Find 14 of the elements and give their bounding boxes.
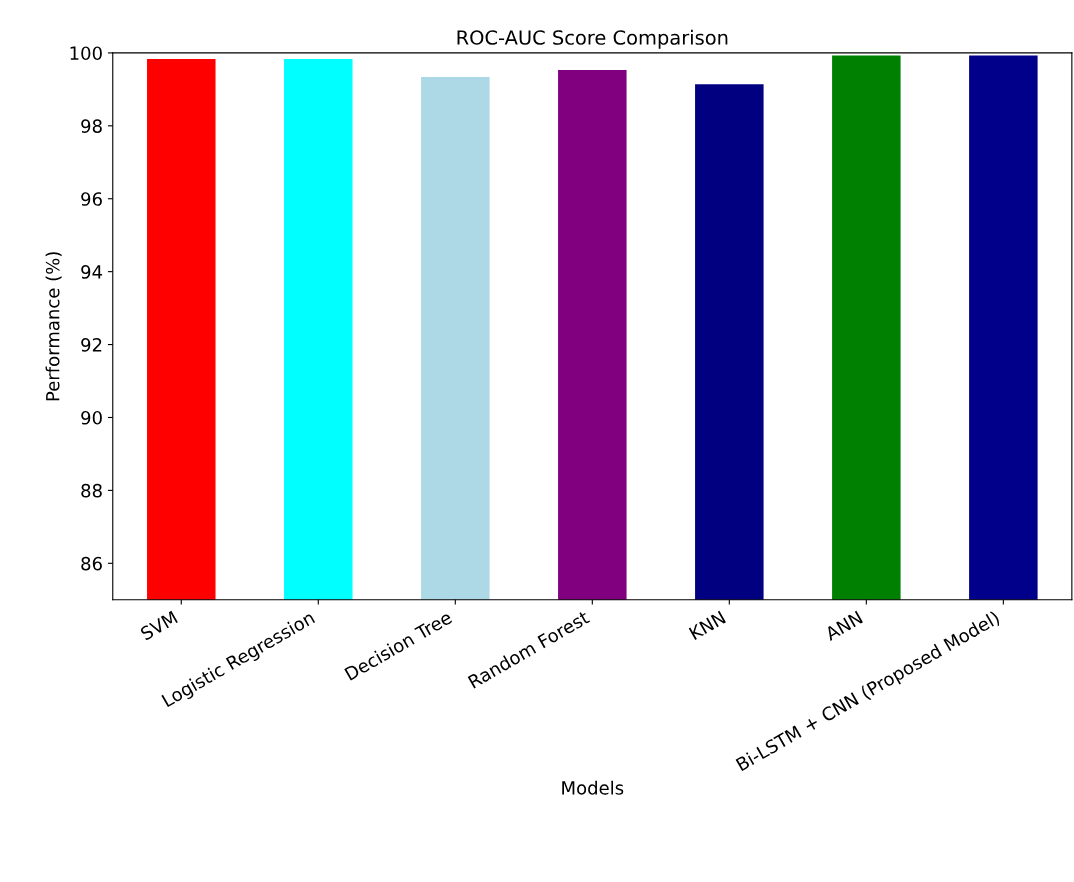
chart-title: ROC-AUC Score Comparison: [457, 29, 728, 49]
y-tick-label: 86: [81, 556, 102, 571]
x-tick-label: SVM: [139, 610, 178, 641]
x-axis-title: Models: [562, 780, 624, 795]
y-tick-label: 100: [70, 46, 102, 61]
y-tick-label: 98: [81, 119, 102, 133]
x-tick-label: KNN: [688, 610, 726, 640]
y-tick-label: 96: [81, 192, 102, 206]
y-tick-label: 94: [81, 265, 103, 279]
y-axis-title: Performance (%): [45, 252, 62, 401]
y-tick-label: 88: [81, 483, 102, 498]
y-tick-label: 90: [81, 410, 102, 425]
y-tick-label: 92: [81, 338, 102, 352]
x-tick-label: ANN: [823, 610, 863, 641]
